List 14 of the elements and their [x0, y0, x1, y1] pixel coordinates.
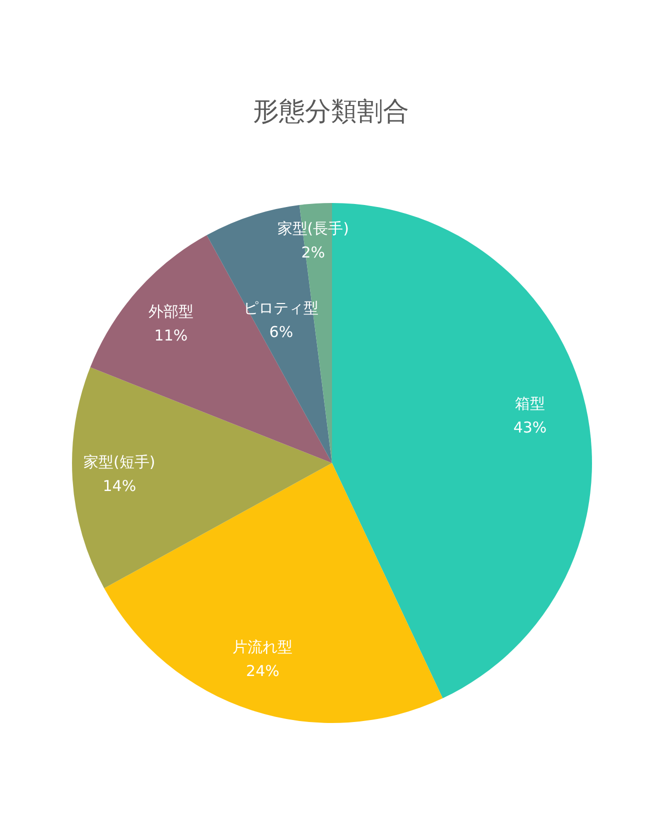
data-label: 11%: [154, 326, 188, 344]
data-label: 2%: [301, 243, 326, 262]
data-label: 24%: [246, 662, 280, 680]
chart-title: 形態分類割合: [253, 97, 409, 127]
pie-slice: [72, 367, 332, 588]
slice-label: 家型(短手): [84, 453, 156, 472]
slice-label: 箱型: [514, 394, 545, 413]
slice-label: 片流れ型: [232, 638, 293, 656]
data-label: 43%: [513, 418, 547, 437]
data-label: 6%: [269, 323, 294, 342]
slice-label: 家型(長手): [277, 219, 349, 238]
slice-label: ピロティ型: [244, 299, 319, 318]
slice-label: 外部型: [148, 302, 194, 320]
data-label: 14%: [102, 477, 136, 496]
